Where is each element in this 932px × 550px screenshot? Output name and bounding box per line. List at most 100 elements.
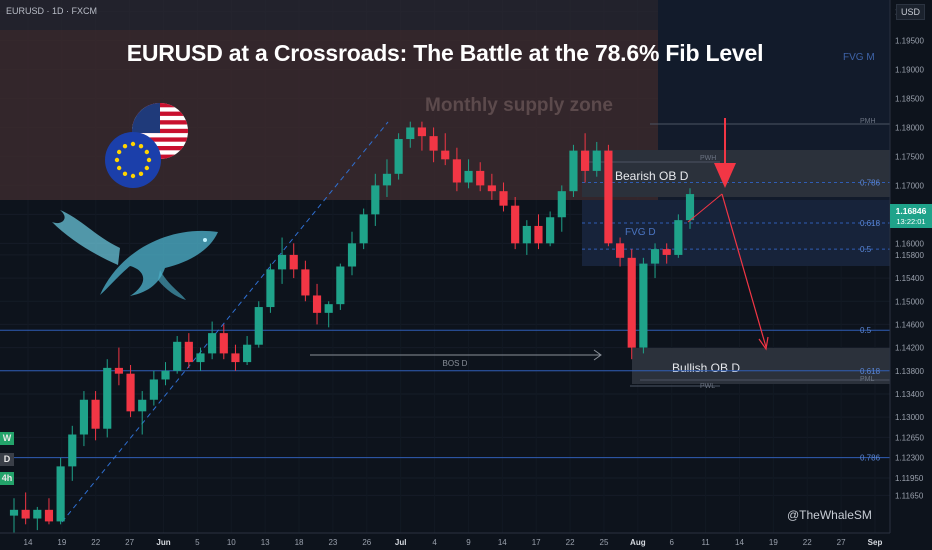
last-price: 1.16846 <box>896 206 927 216</box>
time-tick-2: 22 <box>91 538 100 547</box>
currency-selector[interactable]: USD <box>896 4 926 20</box>
price-axis <box>890 0 932 550</box>
candle-body-21 <box>254 307 263 345</box>
candle-body-50 <box>592 150 601 171</box>
countdown: 13:22:01 <box>896 217 925 226</box>
price-tick-19: 1.11950 <box>895 474 924 483</box>
candle-body-31 <box>371 185 380 215</box>
fvg-d-zone <box>582 200 890 266</box>
candle-body-26 <box>312 295 322 313</box>
eu-star-5 <box>116 165 122 171</box>
price-tick-13: 1.14200 <box>895 344 924 353</box>
bullish-ob-zone <box>632 348 890 384</box>
watermark: @TheWhaleSM <box>787 508 872 522</box>
fib-levels: 0.786 0.618 0.5 0.5 0.618 0.786 <box>0 178 890 463</box>
candle-body-40 <box>476 170 485 186</box>
candle-body-10 <box>126 373 135 412</box>
eu-star-0 <box>146 157 152 163</box>
candle-body-6 <box>79 399 89 435</box>
candle-body-14 <box>173 341 182 371</box>
candle-body-11 <box>138 399 147 412</box>
candle-body-22 <box>266 269 275 308</box>
candle-body-30 <box>359 214 368 244</box>
time-tick-20: 11 <box>701 538 710 547</box>
candles <box>9 121 695 533</box>
price-tick-14: 1.13800 <box>895 367 924 376</box>
candle-body-25 <box>301 269 310 296</box>
time-axis-ticks: 14 19 22 27 Jun 5 10 13 18 23 26 Jul 4 9 14 17 22 25 Aug 6 1… <box>24 538 883 547</box>
candle-body-3 <box>44 509 54 522</box>
pwh-label: PWH <box>700 155 716 162</box>
fib-label-1: 0.618 <box>860 219 881 228</box>
fib-label-2: 0.5 <box>860 245 872 254</box>
candle-body-41 <box>487 185 496 192</box>
candle-body-23 <box>277 254 287 270</box>
candle-body-5 <box>68 434 77 467</box>
candle-body-54 <box>639 263 648 348</box>
eu-star-7 <box>116 149 122 155</box>
price-tick-10: 1.15400 <box>895 274 924 283</box>
candle-body-29 <box>347 243 357 267</box>
price-axis-ticks: 1.200001.195001.190001.185001.180001.175… <box>895 8 924 501</box>
candle-body-56 <box>662 249 671 255</box>
fib-label-4: 0.618 <box>860 367 881 376</box>
time-tick-23: 22 <box>803 538 812 547</box>
bearish-ob-zone <box>582 150 890 197</box>
candle-body-45 <box>534 225 543 244</box>
candle-body-12 <box>149 379 158 400</box>
time-tick-22: 19 <box>769 538 778 547</box>
whale-icon <box>52 210 218 300</box>
price-tick-8: 1.16000 <box>895 239 924 248</box>
candle-body-48 <box>569 150 578 192</box>
candle-body-36 <box>429 136 438 151</box>
candle-body-51 <box>604 150 613 244</box>
price-tick-5: 1.17500 <box>895 152 924 161</box>
price-tick-20: 1.11650 <box>895 491 924 500</box>
candle-body-49 <box>581 150 590 171</box>
candle-body-27 <box>324 304 333 313</box>
candle-body-0 <box>9 509 19 516</box>
candle-body-2 <box>33 509 42 519</box>
candle-body-28 <box>336 266 345 305</box>
pwl-label: PWL <box>700 383 715 390</box>
title-band <box>0 0 658 30</box>
monthly-supply-label: Monthly supply zone <box>425 95 613 116</box>
candle-body-42 <box>499 191 508 206</box>
timeframe-d[interactable]: D <box>0 453 14 466</box>
candle-body-35 <box>417 127 427 137</box>
price-tick-6: 1.17000 <box>895 181 924 190</box>
time-tick-1: 19 <box>57 538 66 547</box>
candle-body-9 <box>114 367 123 374</box>
price-tick-3: 1.18500 <box>895 94 924 103</box>
candle-body-8 <box>103 367 112 429</box>
candle-body-44 <box>522 225 531 244</box>
time-tick-6: 10 <box>227 538 236 547</box>
candle-body-52 <box>615 243 625 258</box>
price-tick-18: 1.12300 <box>895 454 924 463</box>
fib-label-5: 0.786 <box>860 454 881 463</box>
time-tick-4: Jun <box>156 538 170 547</box>
time-tick-17: 25 <box>600 538 609 547</box>
candle-body-55 <box>650 249 660 264</box>
timeframe-w[interactable]: W <box>0 432 14 445</box>
candle-body-7 <box>91 399 100 429</box>
time-tick-7: 13 <box>261 538 270 547</box>
candle-body-33 <box>394 139 403 174</box>
projection-arrow-path <box>721 193 767 348</box>
time-tick-19: 6 <box>669 538 674 547</box>
time-tick-5: 5 <box>195 538 200 547</box>
time-tick-21: 14 <box>735 538 744 547</box>
candle-body-24 <box>289 254 298 270</box>
time-tick-0: 14 <box>24 538 33 547</box>
candle-body-17 <box>208 333 217 354</box>
candle-body-53 <box>627 257 636 348</box>
timeframe-4h[interactable]: 4h <box>0 472 14 485</box>
eu-star-6 <box>114 157 120 163</box>
time-tick-8: 18 <box>295 538 304 547</box>
page-title: EURUSD at a Crossroads: The Battle at th… <box>126 40 764 66</box>
candle-body-13 <box>161 370 170 380</box>
candle-body-15 <box>184 341 193 363</box>
time-tick-9: 23 <box>328 538 337 547</box>
time-tick-16: 22 <box>566 538 575 547</box>
